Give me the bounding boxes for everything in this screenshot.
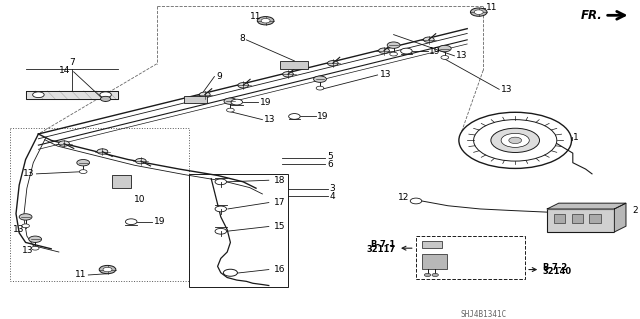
Circle shape bbox=[387, 42, 400, 48]
Bar bbox=[10, 128, 189, 281]
Circle shape bbox=[424, 37, 434, 42]
Bar bbox=[422, 241, 442, 248]
Text: 14: 14 bbox=[59, 66, 70, 75]
Bar bbox=[112, 175, 131, 188]
Circle shape bbox=[432, 273, 438, 277]
Circle shape bbox=[99, 265, 116, 274]
Bar bbox=[547, 209, 614, 232]
Polygon shape bbox=[26, 91, 118, 99]
Text: 3: 3 bbox=[330, 184, 335, 193]
Text: 16: 16 bbox=[274, 265, 285, 274]
Circle shape bbox=[136, 159, 146, 164]
Circle shape bbox=[31, 246, 39, 250]
Circle shape bbox=[19, 214, 32, 220]
Text: 10: 10 bbox=[134, 195, 146, 204]
Polygon shape bbox=[614, 203, 626, 232]
Text: B-7-2: B-7-2 bbox=[542, 263, 567, 272]
Text: 1: 1 bbox=[573, 133, 579, 142]
Text: 15: 15 bbox=[274, 222, 285, 231]
Text: 13: 13 bbox=[501, 85, 513, 94]
Circle shape bbox=[390, 52, 397, 56]
Circle shape bbox=[22, 224, 29, 228]
Text: 13: 13 bbox=[456, 51, 468, 60]
Text: 11: 11 bbox=[250, 12, 261, 21]
Circle shape bbox=[474, 120, 557, 161]
Circle shape bbox=[328, 61, 338, 66]
Circle shape bbox=[501, 133, 529, 147]
Bar bbox=[554, 214, 565, 223]
Circle shape bbox=[474, 10, 483, 14]
Text: 7: 7 bbox=[69, 58, 74, 67]
Bar bbox=[422, 254, 447, 269]
Circle shape bbox=[215, 179, 227, 185]
Circle shape bbox=[261, 19, 270, 23]
Bar bbox=[572, 214, 583, 223]
Circle shape bbox=[97, 149, 108, 154]
Bar bbox=[280, 61, 308, 69]
Text: 13: 13 bbox=[23, 169, 35, 178]
Bar bbox=[189, 174, 288, 287]
Text: 11: 11 bbox=[486, 4, 498, 12]
Text: 32117: 32117 bbox=[366, 245, 396, 254]
Text: 18: 18 bbox=[274, 176, 285, 185]
Circle shape bbox=[410, 198, 422, 204]
Circle shape bbox=[231, 99, 243, 105]
Circle shape bbox=[257, 17, 274, 25]
Circle shape bbox=[238, 83, 248, 88]
Text: 19: 19 bbox=[260, 98, 271, 107]
Circle shape bbox=[401, 48, 412, 54]
Text: 13: 13 bbox=[380, 70, 391, 79]
Circle shape bbox=[316, 86, 324, 90]
Text: 4: 4 bbox=[330, 192, 335, 201]
Text: 19: 19 bbox=[429, 47, 441, 56]
Circle shape bbox=[59, 141, 69, 146]
Circle shape bbox=[379, 48, 389, 53]
Circle shape bbox=[424, 273, 431, 277]
Text: 13: 13 bbox=[22, 246, 33, 255]
Circle shape bbox=[438, 45, 451, 52]
Circle shape bbox=[223, 269, 237, 276]
Circle shape bbox=[283, 71, 293, 77]
Text: B-7-1: B-7-1 bbox=[371, 241, 396, 249]
Text: 2: 2 bbox=[632, 206, 638, 215]
Circle shape bbox=[314, 76, 326, 82]
Circle shape bbox=[79, 170, 87, 174]
Circle shape bbox=[441, 56, 449, 59]
Text: 9: 9 bbox=[216, 72, 222, 81]
Circle shape bbox=[215, 228, 227, 234]
Text: 11: 11 bbox=[75, 271, 86, 279]
Circle shape bbox=[100, 92, 111, 98]
Circle shape bbox=[491, 128, 540, 152]
Text: 5: 5 bbox=[327, 152, 333, 161]
Circle shape bbox=[100, 96, 111, 101]
Bar bbox=[184, 96, 207, 103]
Text: 13: 13 bbox=[13, 225, 24, 234]
Circle shape bbox=[215, 206, 227, 212]
Text: 12: 12 bbox=[398, 193, 410, 202]
Circle shape bbox=[509, 137, 522, 144]
Circle shape bbox=[77, 160, 90, 166]
Text: SHJ4B1341C: SHJ4B1341C bbox=[461, 310, 507, 319]
Bar bbox=[589, 214, 601, 223]
Circle shape bbox=[125, 219, 137, 225]
Circle shape bbox=[470, 8, 487, 16]
Circle shape bbox=[29, 236, 42, 242]
Text: 17: 17 bbox=[274, 198, 285, 207]
Circle shape bbox=[33, 92, 44, 98]
Text: 19: 19 bbox=[317, 112, 329, 121]
Polygon shape bbox=[547, 203, 626, 209]
Text: 32140: 32140 bbox=[542, 267, 572, 276]
Text: 8: 8 bbox=[239, 34, 245, 43]
Text: 13: 13 bbox=[264, 115, 276, 124]
Circle shape bbox=[200, 92, 210, 97]
Circle shape bbox=[289, 114, 300, 119]
Circle shape bbox=[459, 112, 572, 168]
Text: FR.: FR. bbox=[581, 9, 603, 22]
Text: 6: 6 bbox=[327, 160, 333, 169]
Circle shape bbox=[224, 98, 237, 104]
Text: 19: 19 bbox=[154, 217, 166, 226]
Circle shape bbox=[103, 267, 112, 272]
Bar bbox=[416, 236, 525, 279]
Circle shape bbox=[227, 108, 234, 112]
